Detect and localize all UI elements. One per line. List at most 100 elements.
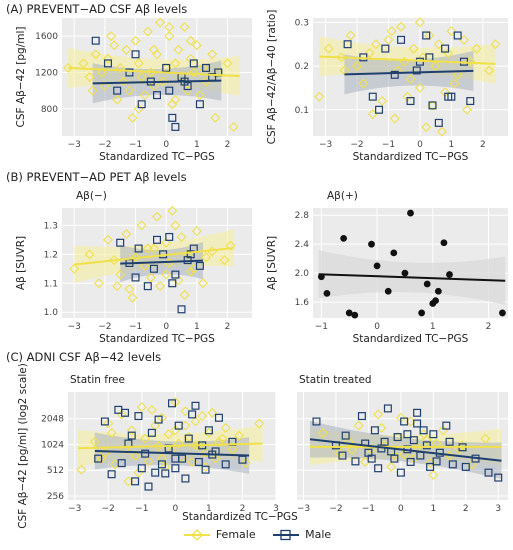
data-point-male [134, 244, 143, 253]
data-point-female [161, 237, 172, 248]
data-point-female [373, 409, 384, 420]
data-point-male [131, 477, 140, 486]
data-point-female [185, 266, 196, 277]
data-point-male [368, 92, 377, 101]
legend-item-male: Male [271, 528, 331, 541]
data-point-female [240, 458, 251, 469]
data-point [432, 297, 439, 305]
data-point-female [173, 438, 184, 449]
female-legend-icon [183, 528, 210, 541]
data-point-male [428, 101, 437, 110]
panel-b1: −3 −2 −1 0 1 2 1.0 1.1 1.2 1.3 Standardized TC−PGS… [15, 190, 252, 345]
x-tick-label: 1 [430, 504, 436, 514]
data-point-female [143, 456, 154, 467]
data-point-female [87, 85, 98, 96]
data-point-male [375, 105, 384, 114]
data-point-male [116, 238, 125, 247]
data-point-male [396, 468, 405, 477]
data-point-female [345, 30, 356, 41]
data-point-male [434, 118, 443, 127]
x-tick-label: −2 [329, 504, 342, 514]
data-point-male [445, 437, 454, 446]
data-point-female [156, 453, 167, 464]
x-tick-label: 2 [225, 140, 231, 150]
data-point-female [193, 440, 204, 451]
data-point-male [422, 441, 431, 450]
data-point-female [191, 40, 202, 51]
y-tick-label: 1.1 [44, 279, 58, 289]
data-point-female [96, 67, 107, 78]
y-tick-label: 1.2 [44, 250, 58, 260]
data-point-female [317, 427, 328, 438]
data-point-male [441, 44, 450, 53]
data-point-male [137, 100, 146, 109]
data-point-male [406, 97, 415, 106]
data-point-female [155, 17, 166, 28]
data-point-male [419, 426, 428, 435]
data-point-male [191, 401, 200, 410]
data-point [407, 209, 414, 217]
data-point-female [78, 58, 89, 69]
data-point-male [94, 454, 103, 463]
data-point-female [219, 255, 230, 266]
data-point-female [126, 425, 137, 436]
y-tick-label: 2.8 [295, 211, 310, 221]
data-point-male [201, 465, 210, 474]
x-tick-label: 2 [486, 322, 492, 332]
data-point-female [152, 49, 162, 60]
data-point-female [353, 420, 364, 431]
data-point-male [466, 97, 475, 106]
data-point-female [145, 272, 156, 283]
data-point-male [494, 473, 503, 482]
x-tick-label: −2 [98, 140, 111, 150]
data-point-female [124, 284, 135, 295]
x-tick-label: −1 [382, 140, 395, 150]
panel-a2: −3 −2 −1 0 1 2 0.1 0.2 0.3 Standardized TC−PGS CSF… [266, 10, 508, 163]
y-tick-label: 1.0 [44, 308, 59, 318]
fit-line-male [120, 259, 204, 265]
data-point-male [367, 454, 376, 463]
data-point-female [197, 411, 208, 422]
data-point-female [234, 430, 245, 441]
data-point-female [323, 43, 334, 54]
data-point-male [202, 63, 211, 72]
x-tick-label: 0 [172, 504, 178, 514]
data-point-female [170, 94, 181, 105]
data-point-female [146, 404, 157, 415]
data-point-male [153, 235, 162, 244]
data-point-female [112, 281, 123, 292]
data-point-female [352, 61, 363, 72]
x-axis-title: Standardized TC−PGS [353, 151, 469, 163]
data-point-female [124, 85, 135, 96]
data-point-female [210, 112, 221, 123]
data-point-male [429, 430, 438, 439]
x-tick-label: −3 [68, 322, 81, 332]
data-point [384, 287, 392, 295]
data-point-female [127, 112, 138, 123]
x-tick-label: 3 [495, 504, 501, 514]
y-tick-label: 0.1 [295, 106, 309, 116]
data-point-male [400, 417, 409, 426]
x-axis-title: Standardized TC−PGS [353, 333, 469, 345]
data-point [368, 240, 375, 248]
y-tick-label: 1.6 [295, 298, 310, 308]
data-point-male [103, 59, 112, 68]
data-point [323, 289, 331, 297]
y-axis-title: CSF Aβ−42 [pg/ml] (log2 scale) [17, 363, 29, 529]
data-point-male [188, 410, 197, 419]
data-point-male [195, 100, 204, 109]
y-tick-label: 256 [47, 492, 64, 502]
x-tick-label: 0 [163, 140, 169, 150]
data-point-female [408, 43, 419, 54]
legend-item-female: Female [182, 528, 256, 541]
data-point-female [118, 76, 129, 87]
data-point-female [136, 220, 147, 231]
data-point-female [142, 26, 153, 37]
data-point-female [377, 96, 388, 107]
data-point-male [171, 464, 180, 473]
data-point-female [197, 62, 208, 73]
data-point-male [100, 417, 109, 426]
data-point-female [339, 65, 350, 76]
data-point-female [386, 461, 397, 472]
x-tick-label: 0 [374, 322, 380, 332]
